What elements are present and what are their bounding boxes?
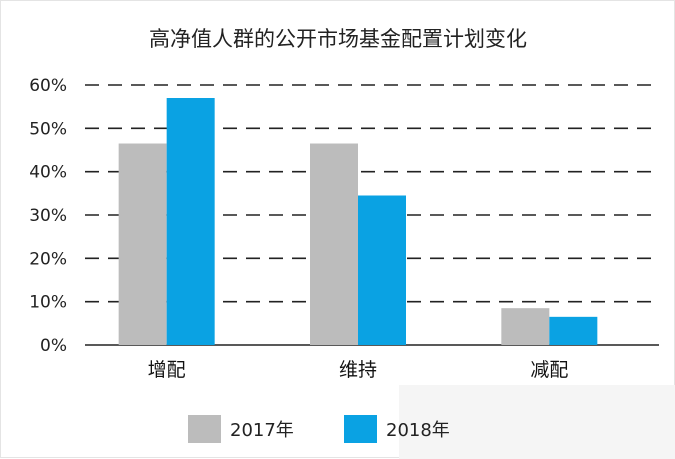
background-panel	[399, 385, 675, 459]
x-category-label: 减配	[530, 359, 568, 381]
bar	[501, 308, 550, 345]
bar	[310, 143, 358, 345]
y-tick-label: 10%	[29, 293, 67, 313]
bar	[166, 98, 215, 345]
y-tick-label: 40%	[29, 163, 67, 183]
legend-swatch	[344, 415, 377, 443]
x-category-label: 增配	[148, 359, 186, 381]
bar	[118, 143, 167, 345]
y-tick-label: 50%	[29, 119, 67, 139]
y-tick-label: 0%	[40, 336, 67, 356]
y-tick-label: 60%	[29, 76, 67, 96]
chart-title: 高净值人群的公开市场基金配置计划变化	[149, 27, 527, 51]
y-tick-label: 20%	[29, 249, 67, 269]
legend-label: 2018年	[386, 420, 450, 441]
legend-swatch	[188, 415, 221, 443]
legend-label: 2017年	[230, 420, 294, 441]
y-tick-label: 30%	[29, 206, 67, 226]
bar	[549, 316, 598, 345]
bar	[358, 195, 406, 345]
x-category-label: 维持	[339, 359, 377, 381]
